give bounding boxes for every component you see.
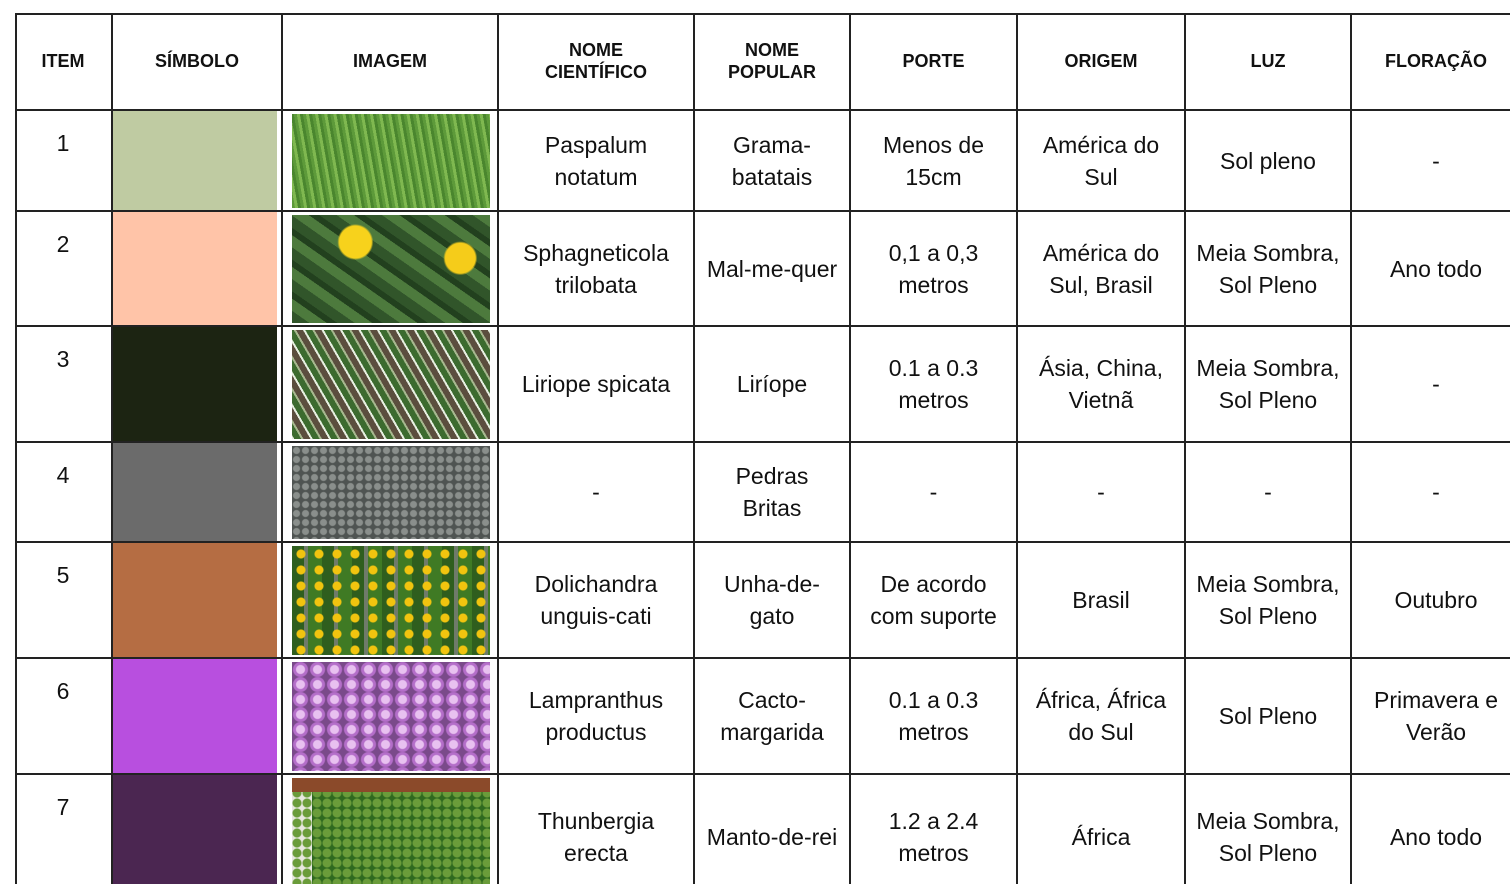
plant-image: [292, 662, 490, 771]
origin: África, África do Sul: [1018, 659, 1186, 775]
plant-image: [292, 215, 490, 323]
origin: América do Sul, Brasil: [1018, 212, 1186, 327]
light: Meia Sombra, Sol Pleno: [1186, 327, 1352, 443]
flowering: -: [1352, 111, 1510, 212]
origin: África: [1018, 775, 1186, 884]
column-header: ITEM: [15, 13, 113, 111]
symbol-swatch: [113, 543, 283, 659]
item-number: 1: [15, 111, 113, 212]
light: Meia Sombra, Sol Pleno: [1186, 543, 1352, 659]
item-number: 6: [15, 659, 113, 775]
item-number: 4: [15, 443, 113, 543]
symbol-color: [113, 543, 277, 657]
column-header: SÍMBOLO: [113, 13, 283, 111]
light: -: [1186, 443, 1352, 543]
plant-table: ITEM SÍMBOLO IMAGEM NOME CIENTÍFICO NOME POP…: [15, 13, 1510, 884]
column-header: NOME CIENTÍFICO: [499, 13, 695, 111]
scientific-name: Liriope spicata: [499, 327, 695, 443]
plant-image: [292, 446, 490, 539]
size: 0.1 a 0.3 metros: [851, 327, 1018, 443]
symbol-color: [113, 111, 277, 210]
flowering: -: [1352, 443, 1510, 543]
column-header: PORTE: [851, 13, 1018, 111]
image-cell: [283, 111, 499, 212]
origin: -: [1018, 443, 1186, 543]
light: Sol Pleno: [1186, 659, 1352, 775]
image-cell: [283, 543, 499, 659]
popular-name: Unha-de-gato: [695, 543, 851, 659]
symbol-color: [113, 443, 277, 541]
size: -: [851, 443, 1018, 543]
flowering: -: [1352, 327, 1510, 443]
symbol-color: [113, 327, 277, 441]
scientific-name: Dolichandra unguis-cati: [499, 543, 695, 659]
symbol-swatch: [113, 443, 283, 543]
symbol-color: [113, 659, 277, 773]
item-number: 5: [15, 543, 113, 659]
image-cell: [283, 443, 499, 543]
symbol-color: [113, 775, 277, 884]
popular-name: Grama-batatais: [695, 111, 851, 212]
plant-image: [292, 546, 490, 655]
light: Meia Sombra, Sol Pleno: [1186, 775, 1352, 884]
symbol-swatch: [113, 775, 283, 884]
symbol-swatch: [113, 659, 283, 775]
light: Meia Sombra, Sol Pleno: [1186, 212, 1352, 327]
size: 1.2 a 2.4 metros: [851, 775, 1018, 884]
symbol-color: [113, 212, 277, 325]
scientific-name: -: [499, 443, 695, 543]
scientific-name: Thunbergia erecta: [499, 775, 695, 884]
plant-image: [292, 778, 490, 884]
plant-image: [292, 330, 490, 439]
column-header: NOME POPULAR: [695, 13, 851, 111]
item-number: 7: [15, 775, 113, 884]
origin: Brasil: [1018, 543, 1186, 659]
image-cell: [283, 327, 499, 443]
scientific-name: Paspalum notatum: [499, 111, 695, 212]
column-header: ORIGEM: [1018, 13, 1186, 111]
size: 0,1 a 0,3 metros: [851, 212, 1018, 327]
scientific-name: Sphagneticola trilobata: [499, 212, 695, 327]
image-cell: [283, 212, 499, 327]
popular-name: Manto-de-rei: [695, 775, 851, 884]
flowering: Ano todo: [1352, 775, 1510, 884]
origin: Ásia, China, Vietnã: [1018, 327, 1186, 443]
column-header: FLORAÇÃO: [1352, 13, 1510, 111]
image-cell: [283, 775, 499, 884]
scientific-name: Lampranthus productus: [499, 659, 695, 775]
symbol-swatch: [113, 212, 283, 327]
size: Menos de 15cm: [851, 111, 1018, 212]
item-number: 3: [15, 327, 113, 443]
flowering: Primavera e Verão: [1352, 659, 1510, 775]
light: Sol pleno: [1186, 111, 1352, 212]
flowering: Ano todo: [1352, 212, 1510, 327]
item-number: 2: [15, 212, 113, 327]
image-cell: [283, 659, 499, 775]
popular-name: Mal-me-quer: [695, 212, 851, 327]
plant-image: [292, 114, 490, 208]
popular-name: Liríope: [695, 327, 851, 443]
size: De acordo com suporte: [851, 543, 1018, 659]
symbol-swatch: [113, 111, 283, 212]
popular-name: Cacto-margarida: [695, 659, 851, 775]
column-header: IMAGEM: [283, 13, 499, 111]
flowering: Outubro: [1352, 543, 1510, 659]
origin: América do Sul: [1018, 111, 1186, 212]
column-header: LUZ: [1186, 13, 1352, 111]
size: 0.1 a 0.3 metros: [851, 659, 1018, 775]
symbol-swatch: [113, 327, 283, 443]
popular-name: Pedras Britas: [695, 443, 851, 543]
